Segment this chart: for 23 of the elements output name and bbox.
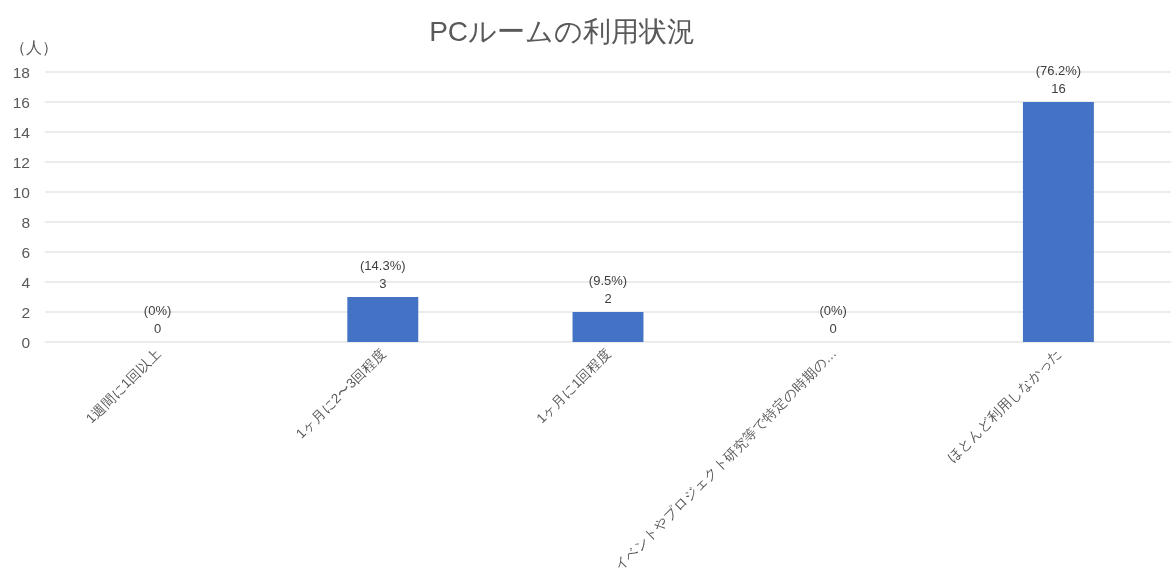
chart-title: PCルームの利用状況 [429, 16, 696, 47]
x-tick-label: 1ヶ月に2〜3回程度 [293, 345, 389, 442]
y-tick-label: 6 [21, 243, 30, 261]
data-label: (9.5%) 2 [588, 273, 628, 306]
y-tick-label: 12 [12, 153, 30, 171]
bar [347, 297, 419, 342]
data-label: (0%) 0 [819, 303, 847, 336]
x-tick-label: 1週間に1回以上 [83, 345, 164, 427]
y-axis-title: （人） [10, 39, 58, 56]
data-label: (14.3%) 3 [360, 258, 406, 291]
bar [572, 312, 644, 342]
data-label: (76.2%) 16 [1035, 63, 1082, 96]
data-label: (0%) 0 [143, 303, 172, 336]
y-tick-label: 10 [12, 183, 31, 201]
bar [1022, 102, 1094, 342]
y-tick-label: 14 [12, 123, 31, 141]
y-tick-label: 0 [21, 333, 31, 351]
y-tick-label: 4 [21, 273, 31, 291]
y-tick-label: 8 [21, 213, 30, 231]
y-tick-label: 18 [12, 63, 30, 81]
y-tick-label: 16 [12, 93, 30, 111]
x-tick-label: ほとんど利用しなかった [945, 345, 1065, 466]
y-tick-label: 2 [21, 303, 30, 321]
